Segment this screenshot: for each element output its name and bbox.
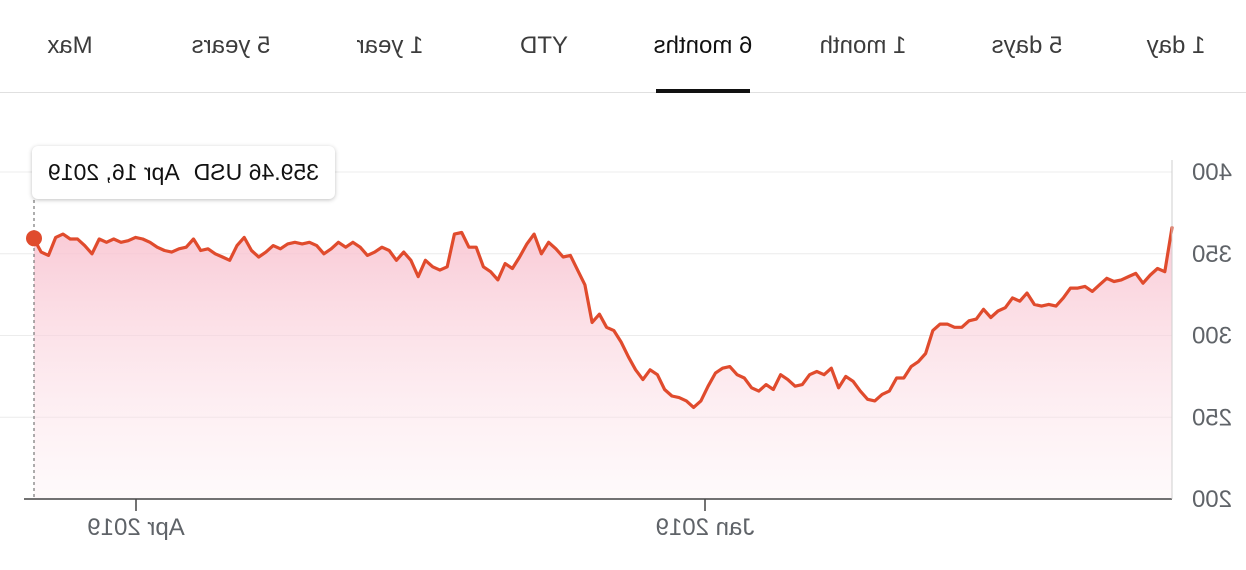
ytick-label-250: 250 <box>1192 404 1232 431</box>
area-fill-path <box>34 227 1172 499</box>
xtick-label-0: Jan 2019 <box>656 514 755 541</box>
ytick-text-350: 350 <box>1192 241 1232 268</box>
ytick-label-300: 300 <box>1192 323 1232 350</box>
ytick-text-200: 200 <box>1192 486 1232 513</box>
ytick-label-200: 200 <box>1192 486 1232 513</box>
tick-labels: 400 350 300 250 200 Jan 2019 Apr 2019 <box>87 159 1232 541</box>
xtick-label-1: Apr 2019 <box>87 514 184 541</box>
xtick-text-0: Jan 2019 <box>656 514 755 541</box>
ytick-text-300: 300 <box>1192 323 1232 350</box>
ytick-text-400: 400 <box>1192 159 1232 186</box>
price-line <box>32 226 1174 409</box>
price-tooltip: 359.46 USD Apr 16, 2019 <box>32 146 335 199</box>
range-tabs: 1 day 5 days 1 month 6 months YTD 1 year… <box>0 0 1246 93</box>
hover-marker <box>26 200 42 499</box>
hover-point <box>26 230 42 247</box>
price-area-fill <box>34 227 1172 499</box>
price-line-path <box>32 226 1174 409</box>
tooltip-date: Apr 16, 2019 <box>48 159 180 185</box>
ytick-text-250: 250 <box>1192 404 1232 431</box>
xtick-text-1: Apr 2019 <box>87 514 184 541</box>
ytick-label-350: 350 <box>1192 241 1232 268</box>
ytick-label-400: 400 <box>1192 159 1232 186</box>
axes <box>24 160 1173 511</box>
tooltip-price: 359.46 USD <box>193 159 320 185</box>
active-tab-indicator <box>656 89 750 93</box>
